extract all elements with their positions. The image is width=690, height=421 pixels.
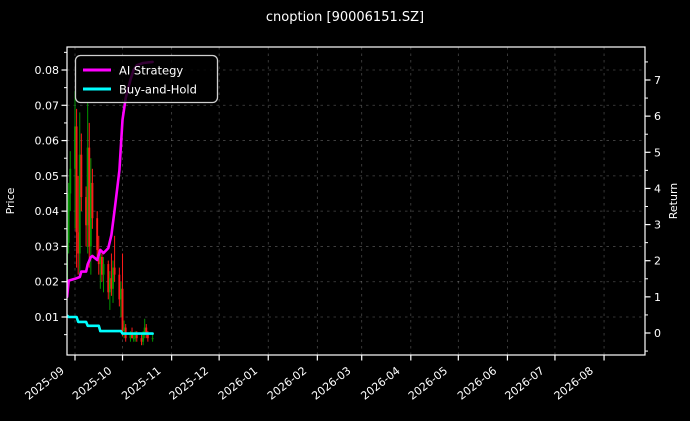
- candle-body-up: [132, 338, 135, 340]
- candle-body-down: [131, 334, 133, 339]
- right-axis-label: Return: [667, 183, 680, 220]
- return-tick-label: 2: [654, 255, 661, 268]
- chart-title: cnoption [90006151.SZ]: [266, 10, 424, 25]
- candle-body-up: [67, 193, 70, 243]
- candle-body-up: [99, 257, 102, 265]
- candle-body-down: [75, 126, 78, 233]
- candle-body-up: [74, 126, 76, 169]
- candle-body-down: [80, 154, 83, 198]
- candle-body-down: [145, 327, 148, 335]
- candle-body-down: [77, 232, 80, 254]
- x-tick-label: 2026-05: [406, 364, 450, 403]
- candle-body-down: [135, 334, 138, 339]
- candle-body-up: [78, 154, 81, 254]
- price-tick-label: 0.06: [35, 135, 60, 148]
- axis-ticks: [61, 51, 651, 361]
- candle-body-down: [88, 147, 91, 247]
- return-tick-label: 0: [654, 327, 661, 340]
- price-tick-label: 0.08: [35, 64, 60, 77]
- candle-body-down: [85, 197, 88, 226]
- legend: AI Strategy Buy-and-Hold: [74, 54, 219, 104]
- candle-body-up: [108, 278, 111, 293]
- left-axis-label: Price: [4, 187, 17, 214]
- x-tick-label: 2026-06: [455, 364, 499, 403]
- candle-body-down: [121, 288, 124, 332]
- x-tick-label: 2026-08: [552, 364, 596, 403]
- candle-body-down: [140, 338, 143, 342]
- price-tick-label: 0.02: [35, 276, 60, 289]
- legend-label-ai-strategy: AI Strategy: [119, 64, 183, 78]
- return-tick-label: 5: [654, 146, 661, 159]
- return-tick-label: 3: [654, 219, 661, 232]
- x-tick-label: 2026-01: [216, 364, 260, 403]
- x-tick-label: 2025-12: [167, 364, 211, 403]
- candlesticks: [67, 91, 154, 346]
- return-tick-label: 7: [654, 74, 661, 87]
- candle-body-up: [143, 327, 146, 335]
- candle-body-down: [146, 334, 149, 339]
- x-tick-label: 2026-07: [503, 364, 547, 403]
- return-tick-label: 6: [654, 110, 661, 123]
- candle-body-down: [91, 182, 94, 219]
- x-tick-label: 2025-09: [23, 364, 67, 403]
- candle-body-up: [69, 168, 72, 194]
- price-tick-label: 0.03: [35, 240, 60, 253]
- x-tick-label: 2026-04: [358, 364, 402, 403]
- price-tick-label: 0.01: [35, 311, 60, 324]
- candle-body-down: [110, 278, 113, 289]
- candle-body-up: [112, 267, 114, 289]
- candle-body-up: [142, 334, 145, 342]
- candle-body-up: [123, 327, 126, 332]
- x-tick-label: 2025-11: [119, 364, 163, 403]
- candle-body-down: [107, 264, 110, 293]
- price-tick-label: 0.05: [35, 170, 60, 183]
- price-tick-label: 0.07: [35, 99, 60, 112]
- candle-body-up: [86, 147, 89, 226]
- return-tick-label: 4: [654, 182, 661, 195]
- candle-body-down: [96, 218, 99, 250]
- price-tick-label: 0.04: [35, 205, 60, 218]
- candle-body-down: [113, 267, 116, 275]
- x-tick-label: 2026-03: [309, 364, 353, 403]
- x-tick-label: 2025-10: [70, 364, 114, 403]
- legend-label-buy-and-hold: Buy-and-Hold: [119, 83, 197, 97]
- candle-body-up: [151, 338, 154, 340]
- x-tick-label: 2026-02: [265, 364, 309, 403]
- candle-body-up: [102, 264, 105, 275]
- candle-body-up: [134, 334, 137, 339]
- plot-border: [66, 46, 646, 356]
- candle-body-up: [119, 288, 122, 300]
- buy-and-hold-line: [67, 314, 154, 335]
- candle-body-down: [118, 274, 121, 300]
- axis-tick-labels: 2025-09 2025-10 2025-11 2025-12 2026-01 2026-…: [23, 64, 661, 403]
- candle-body-up: [129, 334, 132, 339]
- return-tick-label: 1: [654, 291, 661, 304]
- candle-body-down: [100, 257, 103, 275]
- legend-box: [74, 54, 219, 104]
- grid: [67, 47, 645, 355]
- candle-body-up: [89, 182, 92, 247]
